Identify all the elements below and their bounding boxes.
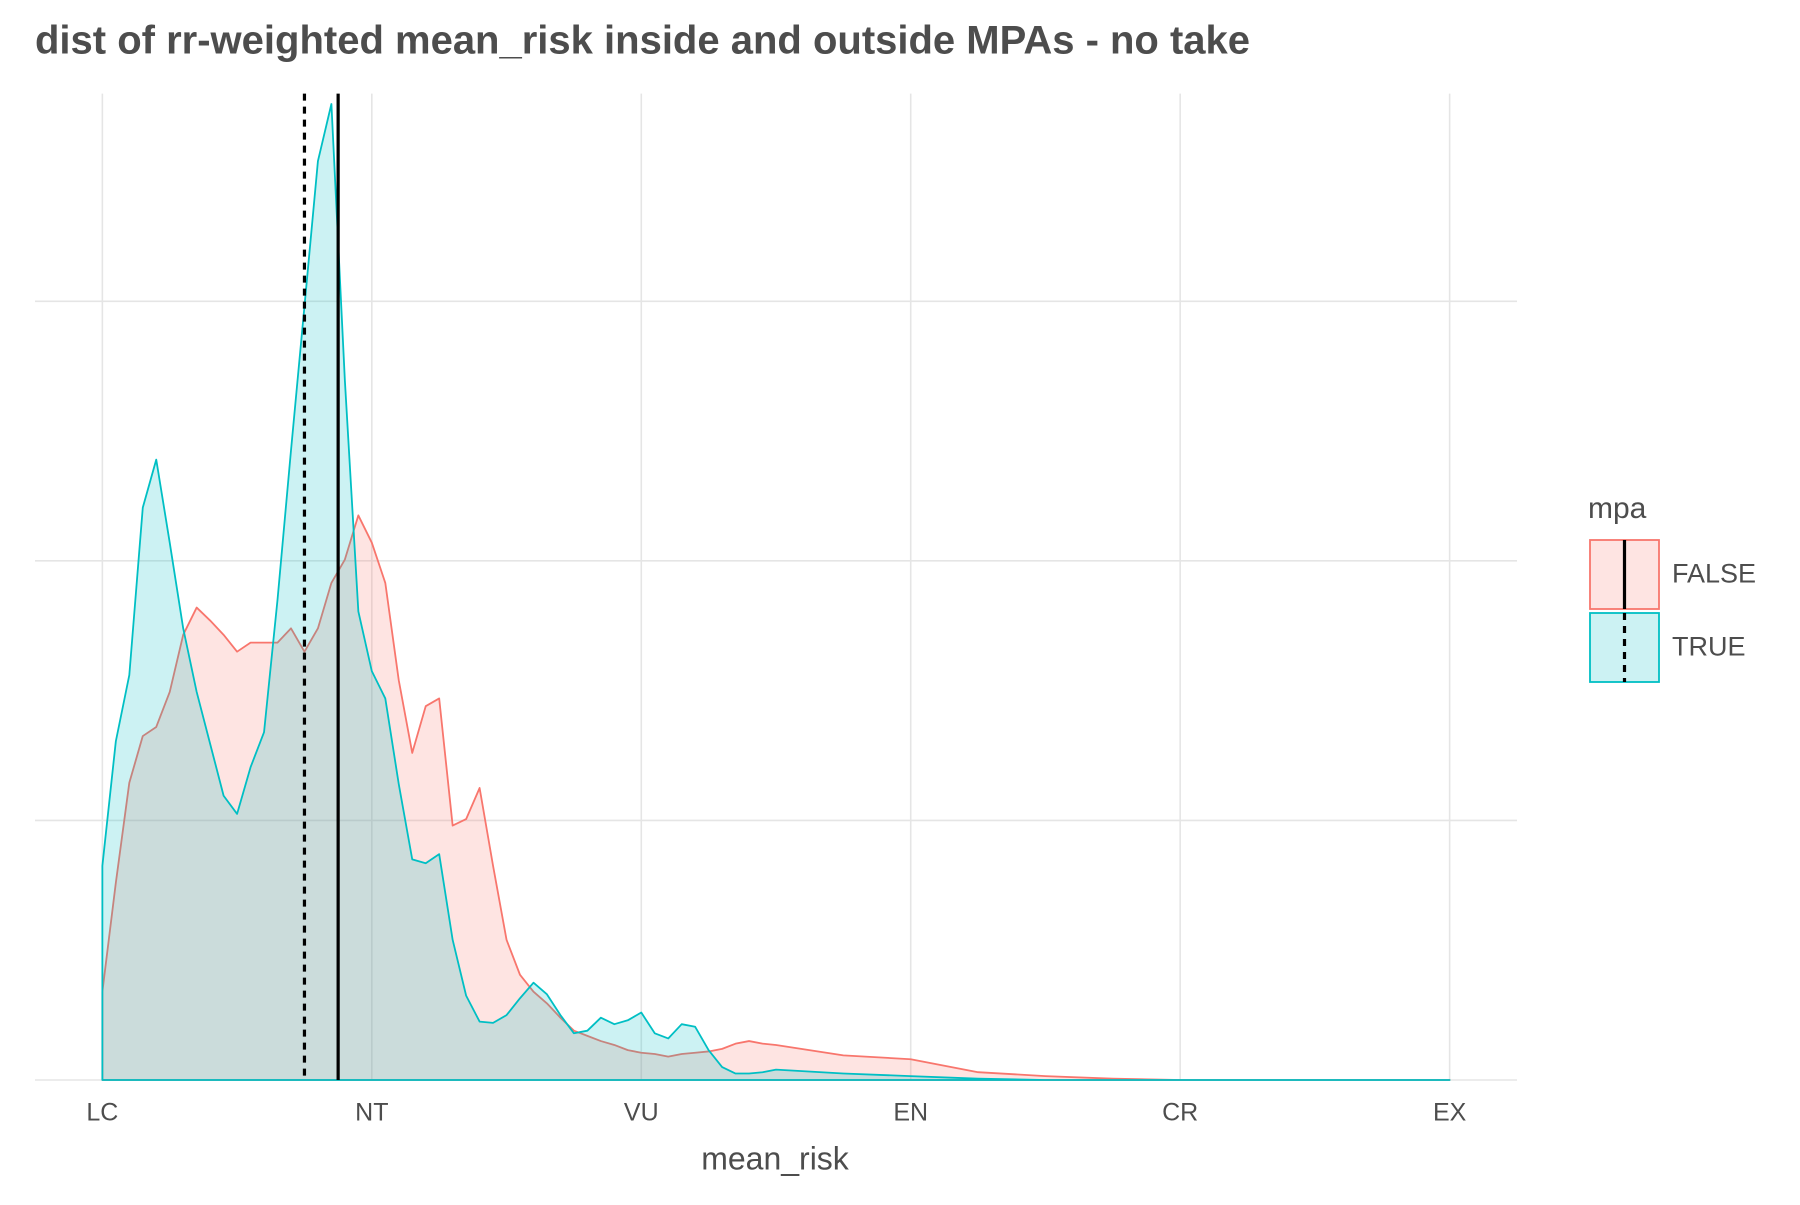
x-axis-title: mean_risk bbox=[701, 1140, 850, 1176]
density-area bbox=[101, 103, 1451, 1081]
x-tick-label: EX bbox=[1433, 1099, 1467, 1127]
density-area bbox=[101, 514, 1451, 1081]
chart-title: dist of rr-weighted mean_risk inside and… bbox=[35, 19, 1250, 63]
legend-label: FALSE bbox=[1672, 559, 1756, 589]
x-tick-label: LC bbox=[86, 1099, 118, 1127]
x-tick-label: EN bbox=[893, 1099, 928, 1127]
legend-label: TRUE bbox=[1672, 632, 1746, 662]
x-tick-label: VU bbox=[624, 1099, 659, 1127]
grid bbox=[35, 93, 1517, 1081]
x-tick-label: CR bbox=[1162, 1099, 1198, 1127]
legend-title: mpa bbox=[1588, 492, 1647, 525]
x-tick-label: NT bbox=[355, 1099, 388, 1127]
